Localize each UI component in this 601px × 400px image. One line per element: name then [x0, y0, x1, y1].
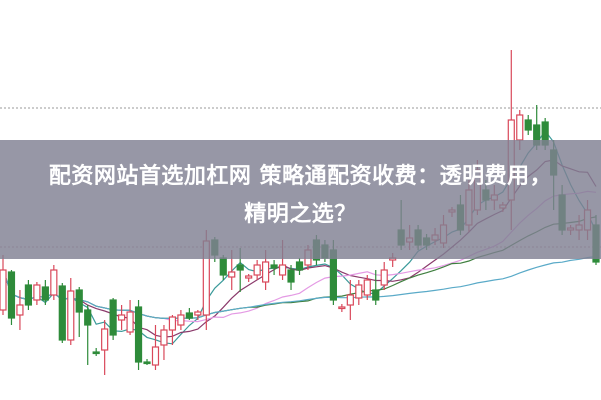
candle-body [287, 269, 295, 283]
candle [253, 260, 261, 280]
candle-body [228, 271, 236, 278]
headline-line-2: 精明之选？ [244, 202, 357, 227]
candle [84, 305, 92, 365]
candle-body [346, 294, 354, 306]
candle [194, 310, 202, 320]
candle-body [185, 312, 193, 319]
candle-body [278, 264, 287, 276]
candle [16, 290, 24, 330]
candle-body [168, 316, 177, 331]
candle [346, 280, 354, 320]
ma60-line [2, 255, 597, 320]
candle [380, 262, 388, 290]
candle [372, 270, 380, 305]
candle-body [33, 284, 41, 301]
candle-body [516, 114, 524, 141]
candle-body [143, 361, 151, 365]
candle-body [24, 284, 33, 306]
candle [287, 265, 295, 290]
candle [177, 310, 185, 330]
candle-body [524, 119, 532, 131]
candle [24, 280, 33, 310]
candle-body [253, 264, 261, 276]
candle [101, 320, 109, 375]
candle-body [101, 328, 109, 351]
candle-body [109, 299, 117, 336]
candle-body [41, 286, 49, 301]
candle-body [67, 290, 75, 341]
headline: 配资网站首选加杠网 策略通配资收费：透明费用， 精明之选？ [0, 158, 601, 234]
headline-line-1: 配资网站首选加杠网 策略通配资收费：透明费用， [48, 164, 553, 189]
candle-body [219, 257, 227, 276]
candle-body [84, 309, 92, 326]
candle-body [338, 306, 346, 310]
headline-overlay-band [0, 140, 601, 259]
candle-body [126, 311, 134, 333]
candle-body [75, 289, 83, 313]
candle-body [245, 275, 253, 279]
candle-body [355, 284, 363, 299]
candle [109, 298, 117, 340]
candle [0, 255, 7, 315]
candle [92, 348, 100, 356]
candle-body [295, 261, 304, 271]
candle [7, 270, 16, 325]
candle [41, 280, 49, 305]
candle [168, 315, 177, 345]
candle-body [7, 271, 16, 319]
candle-body [177, 314, 185, 326]
candle [50, 265, 58, 300]
candle-body [134, 306, 143, 363]
candle [151, 325, 160, 370]
candle-body [262, 261, 270, 283]
candle [295, 258, 304, 275]
candle [75, 287, 83, 337]
candle [117, 305, 126, 330]
candle [160, 325, 168, 360]
candle [524, 115, 532, 135]
candle [33, 282, 41, 305]
candle [355, 280, 363, 305]
candle [185, 308, 193, 320]
candle-body [194, 311, 202, 316]
candle [126, 300, 134, 335]
candle-body [380, 269, 388, 286]
candle [143, 359, 151, 365]
candle-body [236, 264, 244, 271]
candle-body [363, 279, 371, 296]
candle [245, 274, 253, 282]
candle-body [50, 269, 58, 296]
candle [270, 260, 278, 275]
candle [338, 304, 346, 312]
candle [58, 283, 66, 343]
candle-body [16, 304, 24, 316]
candle [67, 278, 75, 345]
candle-body [92, 351, 100, 355]
candle [363, 275, 371, 300]
candle-body [117, 314, 126, 321]
candle-body [372, 289, 380, 301]
candle-body [270, 264, 278, 269]
candle-body [0, 269, 7, 311]
candle-body [160, 329, 168, 346]
candle [134, 300, 143, 370]
candle-body [58, 285, 66, 341]
candle-body [151, 346, 160, 366]
